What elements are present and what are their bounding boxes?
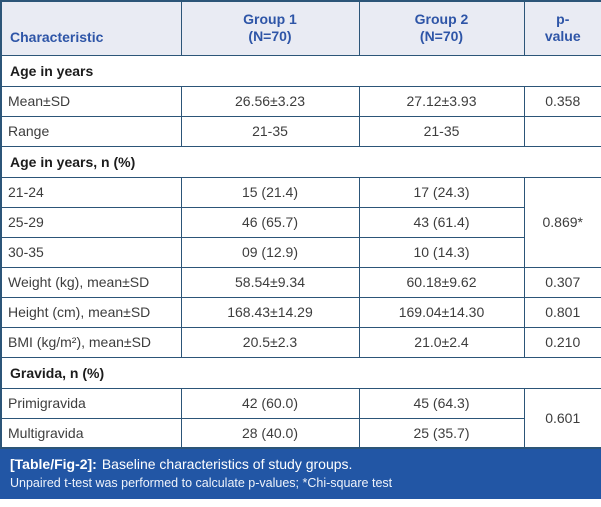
table-row-height: Height (cm), mean±SD 168.43±14.29 169.04… [0, 296, 601, 328]
table-row-age-21-24: 21-24 15 (21.4) 17 (24.3) 0.869* [0, 176, 601, 268]
table-row-multigravida: Multigravida 28 (40.0) 25 (35.7) [0, 417, 601, 449]
bmi-group1-value: 20.5±2.3 [180, 326, 360, 358]
section-row-gravida: Gravida, n (%) [0, 356, 601, 389]
table-row-bmi: BMI (kg/m²), mean±SD 20.5±2.3 21.0±2.4 0… [0, 326, 601, 358]
caption-tag: [Table/Fig-2]: [10, 456, 97, 472]
mean-sd-group2-value: 27.12±3.93 [358, 85, 525, 117]
caption-title: Baseline characteristics of study groups… [101, 456, 353, 472]
col-header-group2: Group 2 (N=70) [358, 0, 525, 56]
table-row-mean-sd: Mean±SD 26.56±3.23 27.12±3.93 0.358 [0, 85, 601, 117]
caption-line-1: [Table/Fig-2]: Baseline characteristics o… [10, 455, 591, 473]
gravida-pvalue: 0.601 [523, 387, 601, 449]
primigravida-group2-value: 45 (64.3) [358, 387, 525, 419]
bmi-group2-value: 21.0±2.4 [358, 326, 525, 358]
row-label-mean-sd: Mean±SD [0, 85, 182, 117]
row-label-30-35: 30-35 [0, 236, 182, 268]
age-25-29-group2-value: 43 (61.4) [358, 206, 525, 238]
table-row-weight: Weight (kg), mean±SD 58.54±9.34 60.18±9.… [0, 266, 601, 298]
mean-sd-pvalue: 0.358 [523, 85, 601, 117]
col-header-pvalue: p- value [523, 0, 601, 56]
table-row-range: Range 21-35 21-35 [0, 115, 601, 147]
row-label-bmi: BMI (kg/m²), mean±SD [0, 326, 182, 358]
age-21-24-group2-value: 17 (24.3) [358, 176, 525, 208]
col-header-group1: Group 1 (N=70) [180, 0, 360, 56]
age-30-35-group1-value: 09 (12.9) [180, 236, 360, 268]
height-group1-value: 168.43±14.29 [180, 296, 360, 328]
row-label-25-29: 25-29 [0, 206, 182, 238]
col-header-characteristic: Characteristic [0, 0, 182, 56]
age-30-35-group2-value: 10 (14.3) [358, 236, 525, 268]
section-label-age-n: Age in years, n (%) [0, 145, 601, 178]
primigravida-group1-value: 42 (60.0) [180, 387, 360, 419]
age-25-29-group1-value: 46 (65.7) [180, 206, 360, 238]
table-row-age-25-29: 25-29 46 (65.7) 43 (61.4) [0, 206, 601, 238]
range-group1-value: 21-35 [180, 115, 360, 147]
section-label-gravida: Gravida, n (%) [0, 356, 601, 389]
mean-sd-group1-value: 26.56±3.23 [180, 85, 360, 117]
row-label-range: Range [0, 115, 182, 147]
header-row: Characteristic Group 1 (N=70) Group 2 (N… [0, 0, 601, 56]
section-label-age: Age in years [0, 54, 601, 87]
multigravida-group1-value: 28 (40.0) [180, 417, 360, 449]
age-21-24-group1-value: 15 (21.4) [180, 176, 360, 208]
row-label-21-24: 21-24 [0, 176, 182, 208]
section-row-age-n: Age in years, n (%) [0, 145, 601, 178]
age-group-pvalue: 0.869* [523, 176, 601, 268]
weight-group1-value: 58.54±9.34 [180, 266, 360, 298]
table-row-primigravida: Primigravida 42 (60.0) 45 (64.3) 0.601 [0, 387, 601, 449]
table-caption: [Table/Fig-2]: Baseline characteristics o… [0, 449, 601, 500]
range-group2-value: 21-35 [358, 115, 525, 147]
baseline-characteristics-table: Characteristic Group 1 (N=70) Group 2 (N… [0, 0, 601, 449]
row-label-multigravida: Multigravida [0, 417, 182, 449]
section-row-age: Age in years [0, 54, 601, 87]
multigravida-group2-value: 25 (35.7) [358, 417, 525, 449]
bmi-pvalue: 0.210 [523, 326, 601, 358]
weight-group2-value: 60.18±9.62 [358, 266, 525, 298]
table-row-age-30-35: 30-35 09 (12.9) 10 (14.3) [0, 236, 601, 268]
row-label-weight: Weight (kg), mean±SD [0, 266, 182, 298]
row-label-primigravida: Primigravida [0, 387, 182, 419]
row-label-height: Height (cm), mean±SD [0, 296, 182, 328]
range-pvalue [523, 115, 601, 147]
height-pvalue: 0.801 [523, 296, 601, 328]
caption-note: Unpaired t-test was performed to calcula… [10, 476, 393, 491]
height-group2-value: 169.04±14.30 [358, 296, 525, 328]
weight-pvalue: 0.307 [523, 266, 601, 298]
